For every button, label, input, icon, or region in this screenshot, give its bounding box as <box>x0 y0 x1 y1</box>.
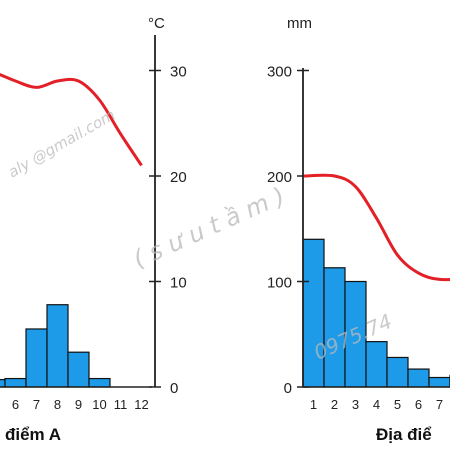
chart-b-month-label: 2 <box>331 397 338 412</box>
chart-b-tick-label: 300 <box>267 64 292 81</box>
chart-a-month-label: 10 <box>92 397 106 412</box>
chart-a-temp-unit: °C <box>148 15 165 32</box>
chart-a-rain-bar <box>4 377 27 388</box>
chart-b-rain-bar <box>323 267 346 388</box>
chart-a-rain-bar <box>25 328 48 388</box>
chart-b-tick-label: 200 <box>267 169 292 186</box>
chart-b-month-label: 5 <box>394 397 401 412</box>
chart-b-rain-bar <box>365 341 388 388</box>
watermark-email: aly @gmail.com <box>5 106 118 182</box>
chart-a-tick-label: 20 <box>170 169 187 186</box>
chart-b-temperature-line <box>303 173 450 282</box>
chart-b-month-label: 3 <box>352 397 359 412</box>
watermark-sutam: ( s ư u t ầ m ) <box>129 182 289 274</box>
chart-a-temperature-line <box>0 73 143 167</box>
chart-a-rain-bar <box>46 304 69 388</box>
chart-b-caption: Địa điể <box>376 425 432 444</box>
chart-a-month-label: 11 <box>114 397 128 412</box>
chart-a-tick-label: 10 <box>170 275 187 292</box>
chart-b-rain-unit: mm <box>287 15 312 32</box>
chart-a-month-label: 12 <box>134 397 148 412</box>
chart-b-tick-label: 100 <box>267 275 292 292</box>
chart-b-rain-bar <box>302 238 325 388</box>
chart-a-month-label: 7 <box>33 397 40 412</box>
chart-a-caption: điểm A <box>5 425 61 444</box>
chart-b-month-label: 6 <box>415 397 422 412</box>
chart-a-month-label: 6 <box>12 397 19 412</box>
chart-a-tick-label: 30 <box>170 64 187 81</box>
chart-b-rain-bar <box>386 356 409 388</box>
chart-a-rain-bar <box>0 379 6 388</box>
chart-b-month-label: 1 <box>310 397 317 412</box>
chart-b-tick-label: 0 <box>284 380 292 397</box>
chart-a-month-label: 8 <box>54 397 61 412</box>
chart-a-rain-bar <box>88 377 111 388</box>
chart-b-rain-bar <box>407 368 430 388</box>
chart-b-rain-bar <box>428 376 450 388</box>
chart-b-month-label: 7 <box>436 397 443 412</box>
chart-a-rain-bar <box>67 351 90 388</box>
chart-a-tick-label: 0 <box>170 380 178 397</box>
chart-b-month-label: 4 <box>373 397 380 412</box>
chart-a-month-label: 9 <box>75 397 82 412</box>
